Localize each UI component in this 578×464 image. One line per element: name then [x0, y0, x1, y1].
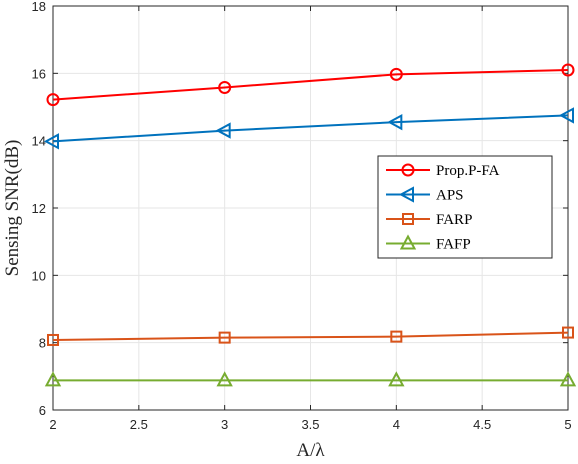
legend-label: APS	[436, 188, 464, 204]
legend-label: Prop.P-FA	[436, 163, 500, 179]
x-tick-label: 4.5	[473, 417, 491, 432]
series-lines	[43, 63, 577, 387]
series-line-aps	[52, 114, 569, 143]
series-line-farp	[52, 331, 569, 341]
data-point-aps	[43, 133, 59, 150]
y-tick-label: 10	[32, 268, 46, 283]
data-point-aps	[387, 113, 403, 131]
legend-item: FARP	[386, 212, 472, 228]
axis-ticks: 2 2.5 3 3.5 4 4.5 5 6 8 10 12 14 16 18	[32, 0, 572, 432]
data-point-prop-p-fa	[46, 93, 60, 107]
legend-label: FARP	[436, 212, 472, 228]
legend-item: FAFP	[386, 234, 471, 253]
legend-label: FAFP	[436, 237, 471, 253]
y-axis-label: Sensing SNR(dB)	[2, 140, 23, 277]
legend-box	[377, 155, 553, 259]
legend-marker	[402, 213, 414, 225]
x-tick-label: 3.5	[301, 417, 319, 432]
data-point-farp	[562, 326, 574, 339]
legend-marker	[399, 234, 417, 250]
y-tick-label: 14	[32, 134, 46, 149]
data-point-aps	[558, 107, 574, 124]
data-point-fafp	[388, 371, 405, 387]
series-line-prop-p-fa	[52, 68, 569, 101]
data-point-farp	[218, 331, 231, 344]
y-tick-label: 8	[39, 336, 46, 351]
series-prop-p-fa	[46, 63, 575, 107]
legend-marker	[401, 163, 415, 177]
series-fafp	[44, 371, 577, 387]
legend-item: Prop.P-FA	[386, 163, 500, 179]
x-tick-label: 4	[393, 417, 400, 432]
data-point-farp	[47, 333, 59, 346]
data-point-fafp	[216, 371, 233, 387]
data-point-aps	[215, 122, 231, 139]
data-point-prop-p-fa	[389, 67, 403, 81]
data-point-prop-p-fa	[561, 63, 575, 77]
x-tick-label: 2	[49, 417, 56, 432]
data-point-fafp	[44, 371, 62, 387]
legend-marker	[398, 186, 414, 203]
data-point-fafp	[559, 371, 577, 387]
x-axis-label: A/λ	[296, 440, 325, 461]
data-point-prop-p-fa	[218, 80, 232, 94]
legend-item: APS	[386, 186, 464, 204]
data-point-farp	[390, 330, 403, 343]
x-tick-label: 5	[564, 417, 571, 432]
series-farp	[47, 326, 574, 346]
y-tick-label: 6	[39, 403, 46, 418]
x-tick-label: 3	[221, 417, 228, 432]
y-tick-label: 18	[32, 0, 46, 14]
y-tick-label: 16	[32, 66, 46, 81]
y-tick-label: 12	[32, 201, 46, 216]
legend: Prop.P-FA APS FARP FAFP	[377, 155, 553, 259]
series-aps	[43, 107, 574, 150]
x-tick-label: 2.5	[130, 417, 148, 432]
